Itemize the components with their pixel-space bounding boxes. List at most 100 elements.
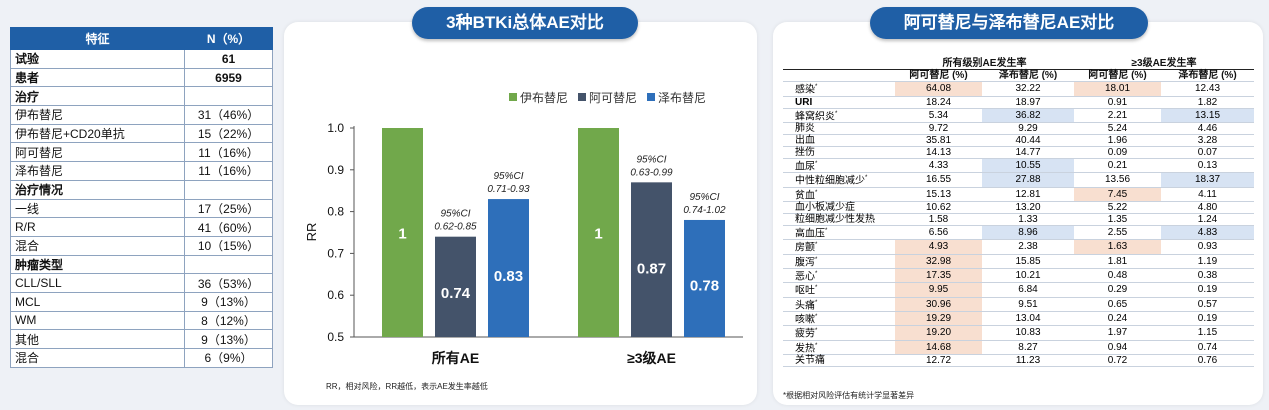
ae-value: 0.19 — [1161, 282, 1254, 298]
significance-marker: * — [815, 160, 818, 167]
significance-marker: * — [815, 328, 818, 335]
ae-row: 中性粒细胞减少* 16.55 27.88 13.56 18.37 — [783, 172, 1254, 188]
ae-group-header-row: 所有级别AE发生率 ≥3级AE发生率 — [783, 58, 1254, 71]
ae-name: 腹泻* — [783, 254, 895, 269]
ae-value: 19.20 — [895, 325, 982, 341]
ae-name: 贫血* — [783, 187, 895, 202]
significance-marker: * — [815, 84, 818, 91]
ae-row: 发热* 14.68 8.27 0.94 0.74 — [783, 340, 1254, 355]
row-value: 9（13%） — [184, 329, 273, 349]
ae-name-text: 高血压 — [795, 228, 825, 240]
ae-value: 4.93 — [895, 239, 982, 255]
ae-value: 0.94 — [1074, 340, 1161, 355]
ae-value: 12.72 — [895, 354, 982, 367]
ae-value: 17.35 — [895, 268, 982, 284]
row-value: 11（16%） — [184, 161, 273, 181]
ae-name: 疲劳* — [783, 325, 895, 341]
row-label: 混合 — [10, 348, 185, 368]
row-value: 8（12%） — [184, 310, 273, 331]
bar-value-label: 0.87 — [637, 260, 666, 277]
ae-value: 16.55 — [895, 172, 982, 188]
characteristics-row: MCL 9（13%） — [10, 291, 273, 312]
ae-name: URI — [783, 96, 895, 109]
ae-row: 咳嗽* 19.29 13.04 0.24 0.19 — [783, 311, 1254, 327]
ae-value: 12.43 — [1161, 81, 1254, 97]
bar — [382, 128, 423, 337]
ae-value: 6.56 — [895, 225, 982, 241]
ae-name: 发热* — [783, 340, 895, 355]
bar — [684, 219, 725, 337]
ae-value: 2.38 — [982, 239, 1074, 255]
row-label: 阿可替尼 — [10, 142, 185, 163]
ae-value: 1.96 — [1074, 134, 1161, 147]
ae-name-text: 血尿 — [795, 161, 815, 173]
ae-name: 咳嗽* — [783, 311, 895, 327]
ae-name-text: URI — [795, 96, 813, 108]
ae-value: 0.91 — [1074, 96, 1161, 109]
row-label: 患者 — [10, 67, 185, 88]
ci-label-range: 0.74-1.02 — [683, 205, 726, 216]
ae-sub-header-row: 阿可替尼 (%) 泽布替尼 (%) 阿可替尼 (%) 泽布替尼 (%) — [783, 69, 1254, 83]
ae-value: 4.11 — [1161, 187, 1254, 202]
ae-value: 19.29 — [895, 311, 982, 327]
ae-value: 10.83 — [982, 325, 1074, 341]
ae-value: 18.01 — [1074, 81, 1161, 97]
row-value: 36（53%） — [184, 273, 273, 293]
characteristics-row: 治疗 — [10, 86, 273, 107]
ae-name-text: 粒细胞减少性发热 — [795, 213, 875, 225]
ae-name-text: 蜂窝织炎 — [795, 110, 835, 122]
ae-value: 64.08 — [895, 81, 982, 97]
row-value: 41（60%） — [184, 217, 273, 237]
ae-value: 0.21 — [1074, 158, 1161, 174]
ae-name-text: 发热 — [795, 342, 815, 354]
ae-name: 肺炎 — [783, 122, 895, 135]
characteristics-header-row: 特征 N（%） — [10, 27, 273, 50]
ae-row: 贫血* 15.13 12.81 7.45 4.11 — [783, 187, 1254, 202]
y-tick-label: 0.9 — [327, 163, 344, 177]
ae-value: 5.34 — [895, 108, 982, 123]
ae-row: 疲劳* 19.20 10.83 1.97 1.15 — [783, 325, 1254, 341]
y-tick-label: 0.7 — [327, 246, 344, 260]
significance-marker: * — [815, 313, 818, 320]
characteristics-row: 伊布替尼+CD20单抗 15（22%） — [10, 123, 273, 144]
bar — [578, 128, 619, 337]
ae-value: 1.82 — [1161, 96, 1254, 109]
ci-label-title: 95%CI — [689, 192, 719, 203]
ae-footnote: *根据相对风险评估有统计学显著差异 — [783, 391, 915, 400]
ae-name-text: 肺炎 — [795, 122, 815, 134]
ae-value: 9.95 — [895, 282, 982, 298]
ae-name: 蜂窝织炎* — [783, 108, 895, 123]
ae-name-text: 房颤 — [795, 242, 815, 254]
ae-value: 32.98 — [895, 254, 982, 269]
ae-value: 12.81 — [982, 187, 1074, 202]
group-header-grade3: ≥3级AE发生率 — [1074, 58, 1254, 71]
legend-swatch — [578, 93, 586, 101]
y-tick-label: 0.8 — [327, 205, 344, 219]
ae-value: 4.46 — [1161, 122, 1254, 135]
ae-value: 10.62 — [895, 201, 982, 214]
ci-label-range: 0.71-0.93 — [487, 184, 530, 195]
ae-name-text: 血小板减少症 — [795, 201, 855, 213]
significance-marker: * — [815, 242, 818, 249]
ae-value: 3.28 — [1161, 134, 1254, 147]
ae-value: 8.96 — [982, 225, 1074, 241]
ae-value: 9.29 — [982, 122, 1074, 135]
ae-value: 1.58 — [895, 213, 982, 226]
bar-value-label: 1 — [594, 226, 602, 243]
ae-row: 房颤* 4.93 2.38 1.63 0.93 — [783, 239, 1254, 255]
ae-value: 11.23 — [982, 354, 1074, 367]
ae-name-text: 咳嗽 — [795, 314, 815, 326]
ae-value: 1.15 — [1161, 325, 1254, 341]
characteristics-row: 一线 17（25%） — [10, 198, 273, 219]
ae-name: 挫伤 — [783, 146, 895, 159]
y-axis-label: RR — [304, 223, 319, 242]
ae-value: 0.24 — [1074, 311, 1161, 327]
row-value: 15（22%） — [184, 123, 273, 144]
ae-value: 40.44 — [982, 134, 1074, 147]
ae-name: 呕吐* — [783, 282, 895, 298]
ae-row: 恶心* 17.35 10.21 0.48 0.38 — [783, 268, 1254, 284]
ae-value: 30.96 — [895, 297, 982, 312]
ae-row: 腹泻* 32.98 15.85 1.81 1.19 — [783, 254, 1254, 269]
ae-value: 14.77 — [982, 146, 1074, 159]
ae-name-text: 恶心 — [795, 271, 815, 283]
